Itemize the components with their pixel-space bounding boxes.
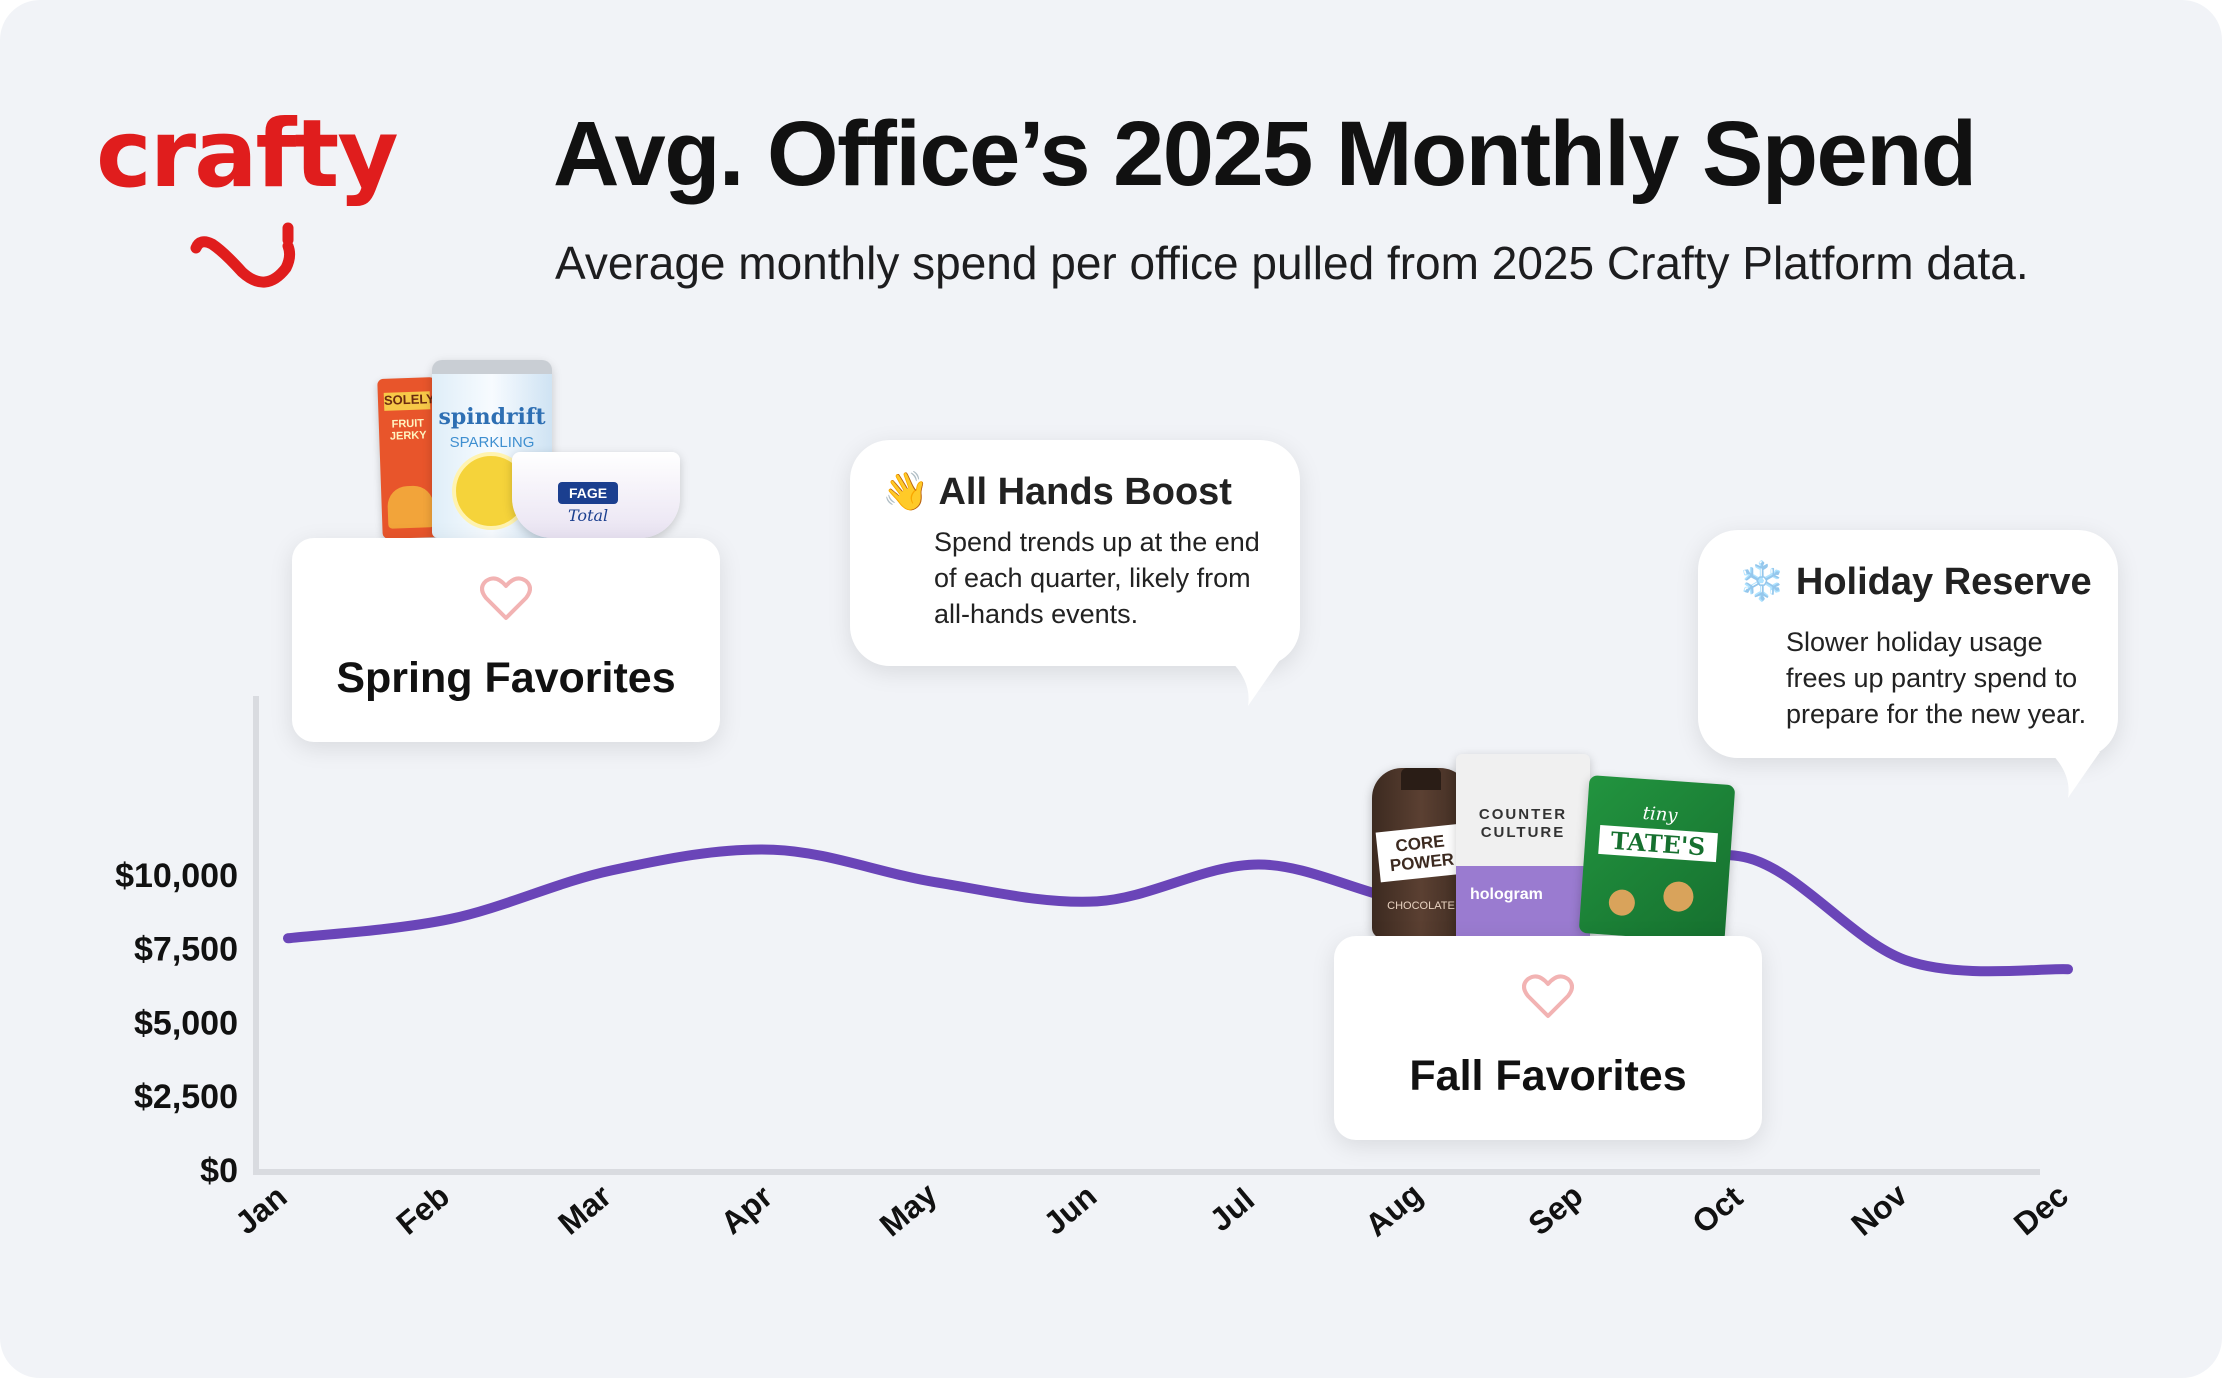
product-sub: Total (568, 506, 609, 525)
product-core-power: CORE POWER CHOCOLATE (1372, 768, 1470, 938)
x-tick-label: Feb (389, 1178, 456, 1242)
x-tick-label: Dec (2007, 1177, 2075, 1242)
x-tick-label: Jul (1203, 1181, 1262, 1238)
x-tick-label: Jun (1037, 1178, 1104, 1242)
y-tick-label: $7,500 (134, 931, 238, 969)
fall-favorites-card: Fall Favorites (1334, 936, 1762, 1140)
snowflake-icon: ❄️ (1738, 561, 1786, 603)
heart-outline-icon (480, 576, 532, 620)
product-name: COUNTER CULTURE (1478, 806, 1568, 841)
y-tick-label: $0 (200, 1152, 238, 1190)
mango-graphic (386, 485, 435, 529)
product-sub: SPARKLING (449, 434, 535, 451)
callout-tail (1230, 660, 1280, 706)
x-tick-label: Jan (228, 1178, 293, 1241)
crafty-logo: crafty (96, 100, 399, 288)
callout-body: Slower holiday usage frees up pantry spe… (1786, 627, 2087, 729)
x-tick-label: May (873, 1176, 944, 1244)
product-name: SOLELY (383, 391, 435, 411)
callout-title-text: All Hands Boost (938, 471, 1232, 513)
callout-title: 👋 All Hands Boost (882, 470, 1232, 514)
product-name: FAGE (558, 482, 618, 504)
x-tick-label: Nov (1844, 1176, 1914, 1243)
x-tick-label: Oct (1685, 1178, 1749, 1240)
product-fage-yogurt: FAGE Total (512, 452, 680, 538)
product-name: CORE POWER (1375, 823, 1467, 883)
callout-tail (2050, 752, 2100, 798)
all-hands-boost-callout: 👋 All Hands Boost Spend trends up at the… (850, 440, 1300, 666)
waving-hand-icon: 👋 (882, 471, 930, 513)
holiday-reserve-callout: ❄️ Holiday Reserve Slower holiday usage … (1698, 530, 2118, 758)
product-sub: hologram (1456, 866, 1590, 938)
callout-title: ❄️ Holiday Reserve (1738, 560, 2092, 604)
y-tick-label: $2,500 (134, 1078, 238, 1116)
fall-favorites-label: Fall Favorites (1409, 1052, 1687, 1100)
smile-icon (190, 222, 296, 288)
product-name: spindrift (438, 404, 546, 430)
logo-text: crafty (96, 100, 399, 209)
x-tick-label: Sep (1521, 1177, 1589, 1242)
cookie-graphic (1607, 888, 1636, 917)
callout-body: Spend trends up at the end of each quart… (934, 527, 1260, 629)
y-tick-label: $5,000 (134, 1004, 238, 1042)
cookie-graphic (1662, 880, 1695, 913)
spring-favorites-card: Spring Favorites (292, 538, 720, 742)
x-tick-label: Mar (551, 1177, 618, 1241)
bottle-cap (1401, 768, 1441, 790)
page-subtitle: Average monthly spend per office pulled … (555, 237, 2029, 289)
product-counter-culture-coffee: COUNTER CULTURE hologram (1456, 754, 1590, 938)
heart-outline-icon (1522, 974, 1574, 1018)
product-name: TATE'S (1598, 824, 1718, 863)
x-tick-label: Aug (1358, 1176, 1429, 1244)
callout-title-text: Holiday Reserve (1795, 561, 2092, 603)
product-sub: FRUIT JERKY (389, 417, 427, 443)
x-tick-label: Apr (714, 1178, 779, 1241)
can-lid (432, 360, 552, 374)
y-tick-label: $10,000 (115, 857, 238, 895)
spring-favorites-label: Spring Favorites (336, 654, 676, 702)
spend-line (283, 844, 2073, 977)
product-sub: CHOCOLATE (1387, 900, 1455, 912)
product-tates-cookies: tiny TATE'S (1578, 775, 1736, 943)
page-title: Avg. Office’s 2025 Monthly Spend (553, 103, 1977, 205)
